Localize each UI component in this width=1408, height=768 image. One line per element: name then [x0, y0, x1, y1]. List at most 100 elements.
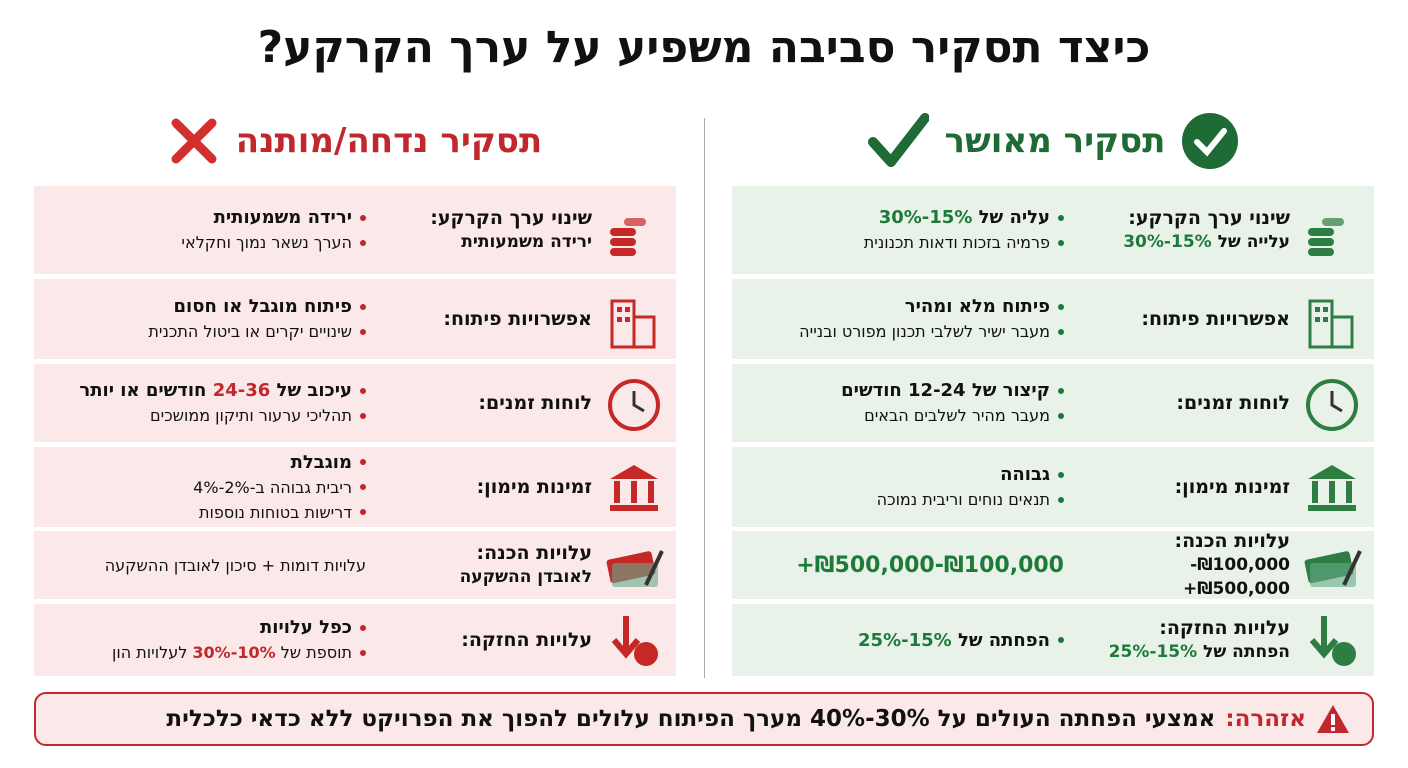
- bullet-part: כפל עלויות: [259, 617, 352, 638]
- bullet: עיכוב של 24-36 חודשים או יותר: [34, 378, 366, 403]
- sublabel-part: לאובדן ההשקעה: [459, 567, 592, 587]
- bullet-part: עיכוב של: [270, 380, 352, 401]
- row-content: קיצור של 12-24 חודשים מעבר מהיר לשלבים הב…: [732, 378, 1100, 428]
- bullet-part: ריבית גבוהה ב-2%-4%: [193, 477, 352, 497]
- rejected-column: תסקיר נדחה/מותנה שינוי ערך הקרקע: ירידה מ…: [34, 110, 676, 676]
- row-label: שינוי ערך הקרקע: עלייה של 15%-30%: [1100, 206, 1290, 254]
- row: עלויות החזקה: כפל עלויות תוספת של 10%-30% …: [34, 604, 676, 676]
- approved-header: תסקיר מאושר: [732, 110, 1374, 172]
- row: עלויות החזקה: הפחתה של 15%-25% הפחתה של 15…: [732, 604, 1374, 676]
- row: עלויות הכנה: לאובדן ההשקעה עלויות דומות + …: [34, 531, 676, 599]
- bullet-part: 15%-25%: [858, 629, 952, 651]
- bullet-text: עליה של 15%-30%: [879, 205, 1050, 230]
- label: אפשרויות פיתוח:: [1141, 308, 1290, 330]
- sublabel-part: עלייה של: [1211, 232, 1290, 252]
- bullet-part: 24-36: [212, 380, 271, 401]
- icon: [1304, 550, 1362, 587]
- row-icon: [1290, 287, 1374, 351]
- sublabel-part: ₪100,000-₪500,000+: [1182, 555, 1290, 599]
- bullet-text: ירידה משמעותית: [214, 205, 352, 230]
- row: אפשרויות פיתוח: פיתוח מלא ומהיר מעבר ישיר …: [732, 279, 1374, 359]
- bullet-text: כפל עלויות: [260, 615, 352, 640]
- bullet-part: מעבר ישיר לשלבי תכנון מפורט ובנייה: [799, 322, 1050, 341]
- note: ₪100,000-₪500,000+: [796, 552, 1064, 578]
- row-label: זמינות מימון:: [1100, 475, 1290, 499]
- warning-icon: [1317, 705, 1349, 733]
- bullet-part: קיצור של 12-24 חודשים: [841, 380, 1050, 401]
- bullet-part: תהליכי ערעור ותיקון ממושכים: [150, 406, 352, 425]
- sublabel-part: 15%-25%: [1108, 642, 1198, 662]
- title: כיצד תסקיר סביבה משפיע על ערך הקרקע?: [257, 22, 1151, 73]
- bullet-text: פרמיה בזכות ודאות תכנונית: [864, 230, 1050, 255]
- row-label: לוחות זמנים:: [402, 391, 592, 415]
- bullet-part: תוספת של: [275, 643, 352, 662]
- sublabel-part: 15%-30%: [1123, 232, 1212, 252]
- icon: [1308, 299, 1354, 349]
- warning-label: אזהרה:: [1225, 706, 1306, 732]
- bullet-text: מוגבלת: [291, 450, 352, 475]
- row-content: כפל עלויות תוספת של 10%-30% לעלויות הון: [34, 615, 402, 665]
- sublabel-part: ירידה משמעותית: [461, 232, 592, 252]
- bullet-text: מעבר ישיר לשלבי תכנון מפורט ובנייה: [799, 319, 1050, 344]
- row-content: פיתוח מלא ומהיר מעבר ישיר לשלבי תכנון מפו…: [732, 294, 1100, 344]
- bullet-text: שינויים יקרים או ביטול התכנית: [148, 319, 352, 344]
- row-content: הפחתה של 15%-25%: [732, 628, 1100, 653]
- label: שינוי ערך הקרקע:: [430, 207, 592, 229]
- approved-column: תסקיר מאושר שינוי ערך הקרקע: עלייה של 15%…: [732, 110, 1374, 676]
- row-content: עיכוב של 24-36 חודשים או יותר תהליכי ערעו…: [34, 378, 402, 428]
- approved-heading: תסקיר מאושר: [944, 121, 1166, 161]
- row-icon: [1290, 371, 1374, 435]
- label: זמינות מימון:: [1174, 476, 1290, 498]
- bullet: תהליכי ערעור ותיקון ממושכים: [34, 403, 366, 428]
- sublabel: הפחתה של 15%-25%: [1100, 640, 1290, 664]
- row-label: עלויות החזקה: הפחתה של 15%-25%: [1100, 616, 1290, 664]
- row-label: אפשרויות פיתוח:: [1100, 307, 1290, 331]
- label: שינוי ערך הקרקע:: [1128, 207, 1290, 229]
- row-label: זמינות מימון:: [402, 475, 592, 499]
- bullet-text: ריבית גבוהה ב-2%-4%: [193, 475, 352, 500]
- bullet-part: פיתוח מוגבל או חסום: [173, 296, 353, 317]
- label: לוחות זמנים:: [1176, 392, 1290, 414]
- bullet-text: מעבר מהיר לשלבים הבאים: [864, 403, 1050, 428]
- bullet: כפל עלויות: [34, 615, 366, 640]
- bullet: קיצור של 12-24 חודשים: [732, 378, 1064, 403]
- bullet-part: דרישות בטוחות נוספות: [198, 502, 352, 522]
- bullet-part: מוגבלת: [290, 451, 352, 473]
- row-content: ₪100,000-₪500,000+: [732, 553, 1100, 578]
- bullet: דרישות בטוחות נוספות: [34, 500, 366, 525]
- icon: [610, 218, 646, 256]
- bullet-text: פיתוח מלא ומהיר: [905, 294, 1050, 319]
- bullet: עליה של 15%-30%: [732, 205, 1064, 230]
- bullet-part: פרמיה בזכות ודאות תכנונית: [863, 233, 1050, 252]
- icon: [610, 465, 658, 511]
- bullet-part: עליה של: [972, 207, 1050, 228]
- row-content: עליה של 15%-30% פרמיה בזכות ודאות תכנונית: [732, 205, 1100, 255]
- icon: [1306, 379, 1358, 431]
- label: אפשרויות פיתוח:: [443, 308, 592, 330]
- bullet-part: פיתוח מלא ומהיר: [904, 296, 1050, 317]
- bullet-text: תנאים נוחים וריבית נמוכה: [877, 487, 1050, 512]
- label: לוחות זמנים:: [478, 392, 592, 414]
- bullet: ריבית גבוהה ב-2%-4%: [34, 475, 366, 500]
- sublabel-part: הפחתה של: [1197, 642, 1290, 662]
- bullet-text: פיתוח מוגבל או חסום: [174, 294, 353, 319]
- row-content: גבוהה תנאים נוחים וריבית נמוכה: [732, 462, 1100, 512]
- bullet-part: מעבר מהיר לשלבים הבאים: [864, 406, 1050, 425]
- bullet-part: ירידה משמעותית: [213, 207, 352, 228]
- divider: [704, 118, 705, 678]
- bullet-part: לעלויות הון: [112, 643, 193, 662]
- sublabel: ₪100,000-₪500,000+: [1100, 553, 1290, 601]
- row: לוחות זמנים: עיכוב של 24-36 חודשים או יות…: [34, 364, 676, 442]
- row-label: עלויות החזקה:: [402, 628, 592, 652]
- bullet-part: תנאים נוחים וריבית נמוכה: [876, 490, 1050, 509]
- label: זמינות מימון:: [476, 476, 592, 498]
- bullet: גבוהה: [732, 462, 1064, 487]
- bullet: תוספת של 10%-30% לעלויות הון: [34, 640, 366, 665]
- label: עלויות הכנה:: [1174, 530, 1290, 552]
- row: עלויות הכנה: ₪100,000-₪500,000+ ₪100,000-₪…: [732, 530, 1374, 601]
- icon: [606, 550, 664, 587]
- row: זמינות מימון: גבוהה תנאים נוחים וריבית נמו…: [732, 447, 1374, 527]
- bullet-part: 10%-30%: [192, 643, 276, 662]
- row-label: שינוי ערך הקרקע: ירידה משמעותית: [402, 206, 592, 254]
- x-mark: [171, 118, 217, 164]
